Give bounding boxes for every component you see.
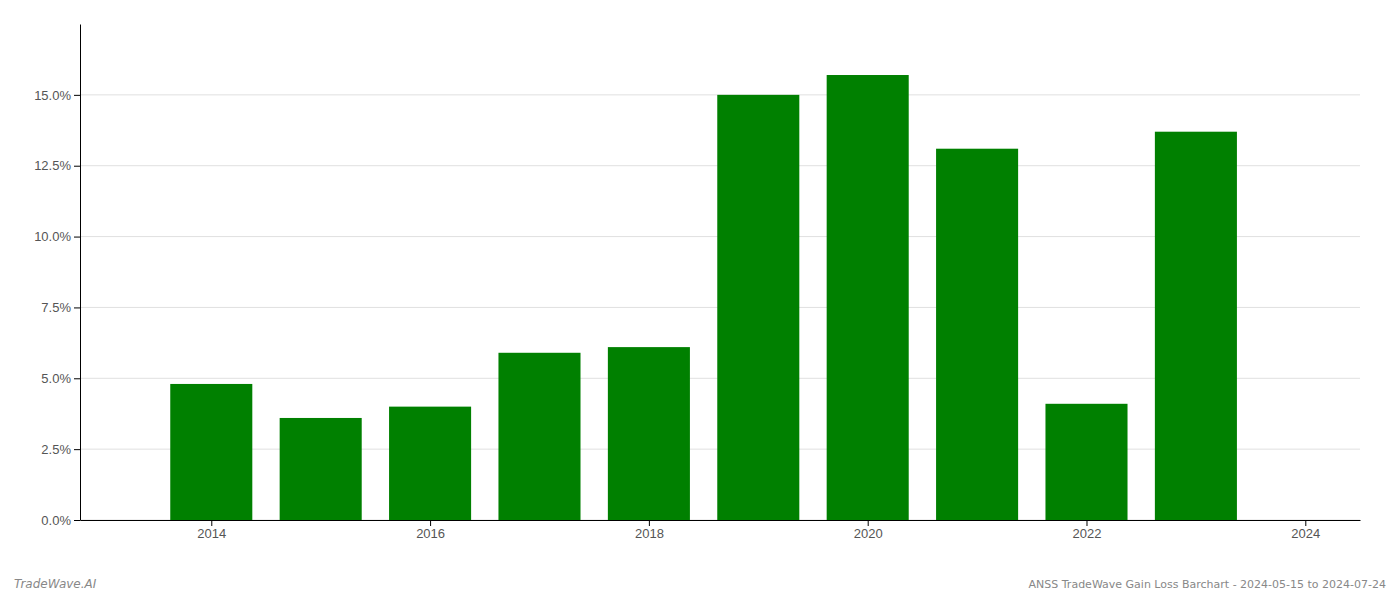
x-tick: 2014 xyxy=(197,520,226,541)
y-tick-label: 10.0% xyxy=(34,229,71,244)
y-tick-label: 12.5% xyxy=(34,158,71,173)
grid xyxy=(80,95,1360,520)
y-tick: 2.5% xyxy=(41,442,80,457)
y-tick-label: 0.0% xyxy=(41,513,71,528)
y-axis: 0.0% 2.5% 5.0% 7.5% 10.0% 12.5% 15.0% xyxy=(34,25,80,528)
bars xyxy=(170,75,1237,520)
plot: 2014 2016 2018 2020 2022 2024 0.0% 2.5% 5.0% 7.5%… xyxy=(34,25,1360,542)
y-tick-mark xyxy=(74,378,80,379)
y-axis-line xyxy=(80,25,81,521)
y-tick: 10.0% xyxy=(34,229,80,244)
x-tick-label: 2022 xyxy=(1073,526,1102,541)
y-tick: 12.5% xyxy=(34,158,80,173)
x-tick-mark xyxy=(430,520,431,526)
y-tick: 7.5% xyxy=(41,300,80,315)
bar xyxy=(936,149,1018,520)
y-tick: 15.0% xyxy=(34,88,80,103)
bar xyxy=(717,95,799,520)
x-tick: 2024 xyxy=(1291,520,1320,541)
y-tick-label: 15.0% xyxy=(34,88,71,103)
x-axis: 2014 2016 2018 2020 2022 2024 xyxy=(81,520,1361,541)
bar xyxy=(498,353,580,520)
y-tick-label: 5.0% xyxy=(41,371,71,386)
y-tick: 0.0% xyxy=(41,513,80,528)
bar xyxy=(827,75,909,520)
y-tick-mark xyxy=(74,449,80,450)
x-axis-line xyxy=(81,520,1361,521)
bar xyxy=(170,384,252,520)
y-tick-label: 7.5% xyxy=(41,300,71,315)
y-tick-mark xyxy=(74,520,80,521)
bar xyxy=(389,407,471,520)
x-tick-label: 2024 xyxy=(1291,526,1320,541)
y-tick-label: 2.5% xyxy=(41,442,71,457)
x-tick-mark xyxy=(1305,520,1306,526)
x-tick-mark xyxy=(1086,520,1087,526)
x-tick: 2020 xyxy=(854,520,883,541)
x-tick: 2016 xyxy=(416,520,445,541)
y-tick-mark xyxy=(74,307,80,308)
x-tick: 2022 xyxy=(1073,520,1102,541)
y-tick-mark xyxy=(74,95,80,96)
y-tick-mark xyxy=(74,166,80,167)
x-tick-label: 2016 xyxy=(416,526,445,541)
bar xyxy=(608,347,690,520)
y-tick-mark xyxy=(74,237,80,238)
x-tick-label: 2014 xyxy=(197,526,226,541)
watermark: TradeWave.AI xyxy=(14,577,97,591)
x-tick-mark xyxy=(649,520,650,526)
x-tick-mark xyxy=(868,520,869,526)
title: ANSS TradeWave Gain Loss Barchart - 2024… xyxy=(1029,578,1386,591)
x-tick: 2018 xyxy=(635,520,664,541)
x-tick-mark xyxy=(211,520,212,526)
bar xyxy=(280,418,362,520)
x-tick-label: 2020 xyxy=(854,526,883,541)
y-tick: 5.0% xyxy=(41,371,80,386)
x-tick-label: 2018 xyxy=(635,526,664,541)
chart: 2014 2016 2018 2020 2022 2024 0.0% 2.5% 5.0% 7.5%… xyxy=(0,0,1400,600)
bar xyxy=(1045,404,1127,520)
bar xyxy=(1155,132,1237,520)
